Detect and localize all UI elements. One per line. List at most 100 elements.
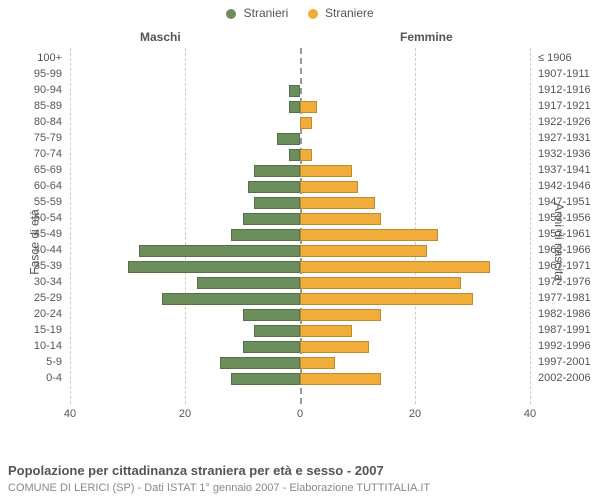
- birth-label: ≤ 1906: [538, 52, 600, 64]
- age-label: 15-19: [2, 324, 62, 336]
- x-axis: 402002040: [70, 406, 530, 428]
- birth-label: 1947-1951: [538, 196, 600, 208]
- birth-label: 1942-1946: [538, 180, 600, 192]
- bar-male: [231, 373, 300, 385]
- header-maschi: Maschi: [140, 30, 181, 44]
- bar-female: [300, 197, 375, 209]
- bar-male: [231, 229, 300, 241]
- pyramid-row: 40-441962-1966: [70, 244, 530, 258]
- birth-label: 1967-1971: [538, 260, 600, 272]
- birth-label: 1907-1911: [538, 68, 600, 80]
- pyramid-row: 35-391967-1971: [70, 260, 530, 274]
- birth-label: 1952-1956: [538, 212, 600, 224]
- pyramid-row: 95-991907-1911: [70, 68, 530, 82]
- x-tick: 0: [297, 408, 303, 420]
- chart-frame: Stranieri Straniere Maschi Femmine Fasce…: [0, 0, 600, 500]
- bar-female: [300, 165, 352, 177]
- age-label: 60-64: [2, 180, 62, 192]
- birth-label: 2002-2006: [538, 372, 600, 384]
- pyramid-row: 45-491957-1961: [70, 228, 530, 242]
- header-femmine: Femmine: [400, 30, 453, 44]
- pyramid-row: 15-191987-1991: [70, 324, 530, 338]
- bar-male: [254, 165, 300, 177]
- bar-female: [300, 357, 335, 369]
- pyramid-row: 55-591947-1951: [70, 196, 530, 210]
- bar-female: [300, 101, 317, 113]
- age-label: 5-9: [2, 356, 62, 368]
- pyramid-row: 70-741932-1936: [70, 148, 530, 162]
- age-label: 35-39: [2, 260, 62, 272]
- bar-female: [300, 373, 381, 385]
- age-label: 40-44: [2, 244, 62, 256]
- bar-female: [300, 325, 352, 337]
- x-tick: 20: [409, 408, 421, 420]
- pyramid-row: 25-291977-1981: [70, 292, 530, 306]
- age-label: 45-49: [2, 228, 62, 240]
- birth-label: 1922-1926: [538, 116, 600, 128]
- birth-label: 1992-1996: [538, 340, 600, 352]
- birth-label: 1917-1921: [538, 100, 600, 112]
- bar-male: [254, 197, 300, 209]
- birth-label: 1927-1931: [538, 132, 600, 144]
- bar-male: [289, 101, 301, 113]
- birth-label: 1977-1981: [538, 292, 600, 304]
- birth-label: 1962-1966: [538, 244, 600, 256]
- age-label: 30-34: [2, 276, 62, 288]
- bar-male: [162, 293, 300, 305]
- legend-male-label: Stranieri: [244, 6, 289, 20]
- bar-male: [289, 149, 301, 161]
- x-tick: 20: [179, 408, 191, 420]
- bar-male: [220, 357, 301, 369]
- male-swatch: [226, 9, 236, 19]
- bar-male: [254, 325, 300, 337]
- birth-label: 1972-1976: [538, 276, 600, 288]
- age-label: 10-14: [2, 340, 62, 352]
- pyramid-row: 30-341972-1976: [70, 276, 530, 290]
- bar-female: [300, 341, 369, 353]
- bar-female: [300, 181, 358, 193]
- age-label: 75-79: [2, 132, 62, 144]
- pyramid-row: 75-791927-1931: [70, 132, 530, 146]
- pyramid-row: 65-691937-1941: [70, 164, 530, 178]
- x-tick: 40: [64, 408, 76, 420]
- age-label: 95-99: [2, 68, 62, 80]
- x-tick: 40: [524, 408, 536, 420]
- legend-female: Straniere: [308, 6, 374, 20]
- pyramid-row: 50-541952-1956: [70, 212, 530, 226]
- bar-female: [300, 229, 438, 241]
- birth-label: 1912-1916: [538, 84, 600, 96]
- birth-label: 1982-1986: [538, 308, 600, 320]
- plot-area: 100+≤ 1906 95-991907-1911 90-941912-1916 85…: [70, 48, 530, 428]
- bar-male: [289, 85, 301, 97]
- pyramid-row: 90-941912-1916: [70, 84, 530, 98]
- bar-female: [300, 117, 312, 129]
- age-label: 65-69: [2, 164, 62, 176]
- birth-label: 1997-2001: [538, 356, 600, 368]
- bar-male: [243, 309, 301, 321]
- age-label: 25-29: [2, 292, 62, 304]
- pyramid-row: 85-891917-1921: [70, 100, 530, 114]
- bar-female: [300, 293, 473, 305]
- bar-male: [248, 181, 300, 193]
- bar-male: [128, 261, 301, 273]
- pyramid-row: 80-841922-1926: [70, 116, 530, 130]
- age-label: 50-54: [2, 212, 62, 224]
- birth-label: 1987-1991: [538, 324, 600, 336]
- legend-female-label: Straniere: [325, 6, 374, 20]
- subcaption: COMUNE DI LERICI (SP) - Dati ISTAT 1° ge…: [8, 482, 430, 494]
- age-label: 55-59: [2, 196, 62, 208]
- caption: Popolazione per cittadinanza straniera p…: [8, 463, 384, 478]
- pyramid-row: 10-141992-1996: [70, 340, 530, 354]
- bar-female: [300, 149, 312, 161]
- pyramid-row: 60-641942-1946: [70, 180, 530, 194]
- age-label: 100+: [2, 52, 62, 64]
- bar-male: [277, 133, 300, 145]
- pyramid-row: 5-91997-2001: [70, 356, 530, 370]
- bar-male: [243, 213, 301, 225]
- age-label: 80-84: [2, 116, 62, 128]
- bar-female: [300, 213, 381, 225]
- bar-male: [243, 341, 301, 353]
- age-label: 85-89: [2, 100, 62, 112]
- birth-label: 1937-1941: [538, 164, 600, 176]
- pyramid-row: 100+≤ 1906: [70, 52, 530, 66]
